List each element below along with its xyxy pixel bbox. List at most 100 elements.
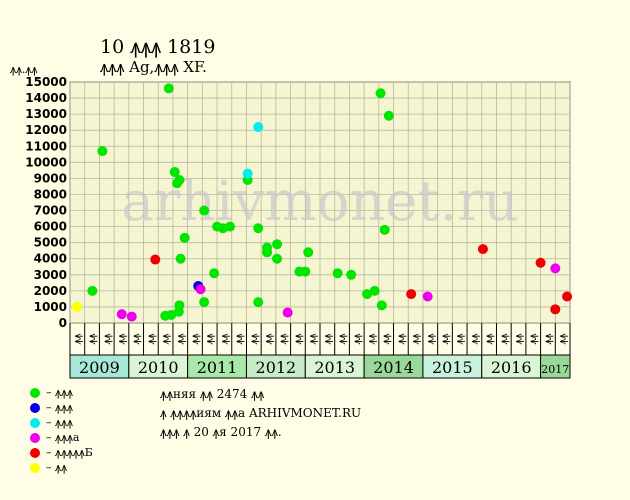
data-point bbox=[550, 263, 561, 274]
quarter-label: ꙟꙟ bbox=[396, 333, 407, 344]
data-point bbox=[535, 257, 546, 268]
data-point bbox=[195, 284, 206, 295]
legend-item-cyan: – ꙟꙟꙟ bbox=[30, 415, 93, 430]
quarter-label: ꙟꙟ bbox=[411, 333, 422, 344]
quarter-label: ꙟꙟ bbox=[219, 333, 230, 344]
data-point bbox=[175, 253, 186, 264]
data-points bbox=[72, 83, 573, 322]
legend-dot-icon bbox=[30, 447, 40, 458]
data-point bbox=[376, 300, 387, 311]
data-point bbox=[174, 175, 185, 186]
y-tick-label: 2000 bbox=[34, 284, 67, 298]
quarter-label: ꙟꙟ bbox=[308, 333, 319, 344]
data-point bbox=[87, 285, 98, 296]
data-point bbox=[209, 268, 220, 279]
y-tick-label: 3000 bbox=[34, 268, 67, 282]
quarter-label: ꙟꙟ bbox=[278, 333, 289, 344]
year-label: 2013 bbox=[314, 358, 355, 377]
year-label: 2009 bbox=[79, 358, 120, 377]
data-point bbox=[253, 297, 264, 308]
quarter-label: ꙟꙟ bbox=[425, 333, 436, 344]
price-note: ꙟꙟняя ꙟꙟ 2474 ꙟꙟ ꙟ ꙟꙟꙟꙟиям ꙟꙟa ARHIVMONE… bbox=[160, 385, 361, 442]
y-tick-label: 13000 bbox=[25, 107, 67, 121]
y-tick-label: 9000 bbox=[34, 171, 67, 185]
y-tick-label: 5000 bbox=[34, 236, 67, 250]
legend-dot-icon bbox=[30, 432, 40, 443]
year-cell bbox=[540, 354, 571, 379]
data-point bbox=[362, 289, 373, 300]
year-label: 2015 bbox=[432, 358, 473, 377]
year-label: 2011 bbox=[197, 358, 238, 377]
quarter-label: ꙟꙟ bbox=[528, 333, 539, 344]
watermark: arhivmonet.ru bbox=[121, 169, 519, 233]
quarter-label: ꙟꙟ bbox=[484, 333, 495, 344]
quarter-label: ꙟꙟ bbox=[514, 333, 525, 344]
y-tick-label: 7000 bbox=[34, 204, 67, 218]
quarter-label: ꙟꙟ bbox=[190, 333, 201, 344]
data-point bbox=[199, 297, 210, 308]
legend-item-ordinary: – ꙟꙟꙟ bbox=[30, 385, 93, 400]
data-point bbox=[375, 88, 386, 99]
data-point bbox=[253, 121, 264, 132]
quarter-label: ꙟꙟ bbox=[205, 333, 216, 344]
quarter-label: ꙟꙟ bbox=[337, 333, 348, 344]
quarter-label: ꙟꙟ bbox=[381, 333, 392, 344]
grid-lines bbox=[69, 81, 571, 324]
legend-dot-icon bbox=[30, 462, 40, 473]
legend-dot-icon bbox=[30, 417, 40, 428]
legend-label: – ꙟꙟꙟ bbox=[46, 416, 73, 429]
data-point bbox=[253, 223, 264, 234]
data-point bbox=[126, 311, 137, 322]
legend-label: – ꙟꙟꙟ bbox=[46, 386, 73, 399]
data-point bbox=[150, 254, 161, 265]
quarter-label: ꙟꙟ bbox=[249, 333, 260, 344]
quarter-label: ꙟꙟ bbox=[440, 333, 451, 344]
year-label: 2014 bbox=[373, 358, 414, 377]
year-label: 2017 bbox=[541, 363, 569, 376]
quarter-label: ꙟꙟ bbox=[161, 333, 172, 344]
data-point bbox=[97, 146, 108, 157]
y-tick-label: 4000 bbox=[34, 252, 67, 266]
quarter-label: ꙟꙟ bbox=[455, 333, 466, 344]
data-point bbox=[550, 304, 561, 315]
quarter-label: ꙟꙟ bbox=[293, 333, 304, 344]
y-axis-label: ꙟꙟ.ꙟꙟ bbox=[10, 63, 38, 76]
quarter-label: ꙟꙟ bbox=[264, 333, 275, 344]
quarter-label: ꙟꙟ bbox=[131, 333, 142, 344]
data-point bbox=[303, 247, 314, 258]
data-point bbox=[225, 221, 235, 232]
data-point bbox=[166, 309, 177, 320]
y-tick-label: 15000 bbox=[25, 75, 67, 89]
data-point bbox=[332, 268, 343, 279]
data-point bbox=[116, 309, 127, 320]
x-axis: ꙟꙟ ꙟꙟ ꙟꙟ ꙟꙟ ꙟꙟ ꙟꙟ ꙟꙟ ꙟꙟ ꙟꙟ ꙟꙟ ꙟꙟ ꙟꙟ ꙟꙟ ꙟꙟ ꙟꙟ ꙟꙟ ꙟꙟ ꙟꙟ ꙟꙟ ꙟꙟ… bbox=[69, 323, 571, 379]
data-point bbox=[562, 291, 573, 302]
data-point bbox=[422, 291, 433, 302]
quarter-label: ꙟꙟ bbox=[234, 333, 245, 344]
quarter-label: ꙟꙟ bbox=[175, 333, 186, 344]
data-point bbox=[300, 266, 311, 277]
legend-item-red: – ꙟꙟꙟꙟꙟБ bbox=[30, 445, 93, 460]
note-line: ꙟꙟняя ꙟꙟ 2474 ꙟꙟ bbox=[160, 387, 265, 401]
legend-item-blue: – ꙟꙟꙟ bbox=[30, 400, 93, 415]
y-axis-ticks: 0 1000 2000 3000 4000 5000 6000 7000 8000 9000 100… bbox=[25, 75, 67, 330]
y-tick-label: 11000 bbox=[25, 139, 67, 153]
quarter-label: ꙟꙟ bbox=[72, 333, 83, 344]
note-line: ꙟ ꙟꙟꙟꙟиям ꙟꙟa ARHIVMONET.RU bbox=[160, 406, 362, 420]
quarter-label: ꙟꙟ bbox=[352, 333, 363, 344]
quarter-label: ꙟꙟ bbox=[146, 333, 157, 344]
data-point bbox=[174, 300, 185, 311]
data-point bbox=[282, 307, 293, 318]
quarter-label: ꙟꙟ bbox=[366, 333, 377, 344]
data-point bbox=[242, 168, 253, 179]
legend: – ꙟꙟꙟ – ꙟꙟꙟ – ꙟꙟꙟ – ꙟꙟꙟa – ꙟꙟꙟꙟꙟБ – ꙟꙟ bbox=[30, 385, 93, 475]
y-tick-label: 0 bbox=[59, 316, 67, 330]
quarter-label: ꙟꙟ bbox=[558, 333, 569, 344]
chart-subtitle: ꙟꙟꙟ Ag,ꙟꙟꙟ XF. bbox=[100, 58, 207, 76]
y-tick-label: 12000 bbox=[25, 123, 67, 137]
year-label: 2010 bbox=[138, 358, 179, 377]
quarter-label: ꙟꙟ bbox=[102, 333, 113, 344]
year-label: 2016 bbox=[491, 358, 532, 377]
data-point bbox=[72, 301, 83, 312]
data-point bbox=[163, 83, 174, 94]
